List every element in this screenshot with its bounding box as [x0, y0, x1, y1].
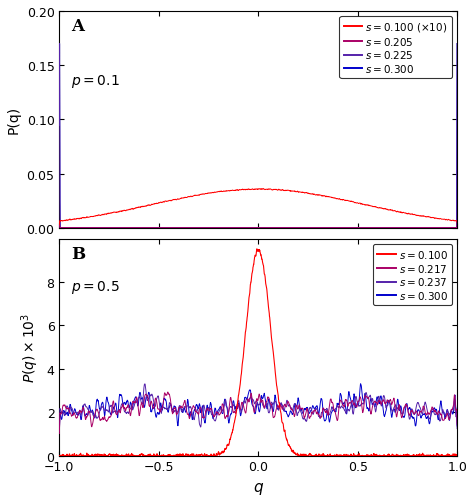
Text: $p = 0.1$: $p = 0.1$	[71, 73, 120, 90]
Y-axis label: $P(q) \times 10^{3}$: $P(q) \times 10^{3}$	[19, 313, 41, 382]
Text: $p = 0.5$: $p = 0.5$	[71, 278, 120, 295]
Text: A: A	[71, 19, 84, 36]
X-axis label: q: q	[254, 479, 263, 494]
Text: B: B	[71, 245, 85, 263]
Y-axis label: P(q): P(q)	[7, 106, 21, 134]
Legend: $s = 0.100\ (\times 10)$, $s = 0.205$, $s = 0.225$, $s = 0.300$: $s = 0.100\ (\times 10)$, $s = 0.205$, $…	[339, 17, 452, 79]
Legend: $s = 0.100$, $s = 0.217$, $s = 0.237$, $s = 0.300$: $s = 0.100$, $s = 0.217$, $s = 0.237$, $…	[373, 244, 452, 305]
